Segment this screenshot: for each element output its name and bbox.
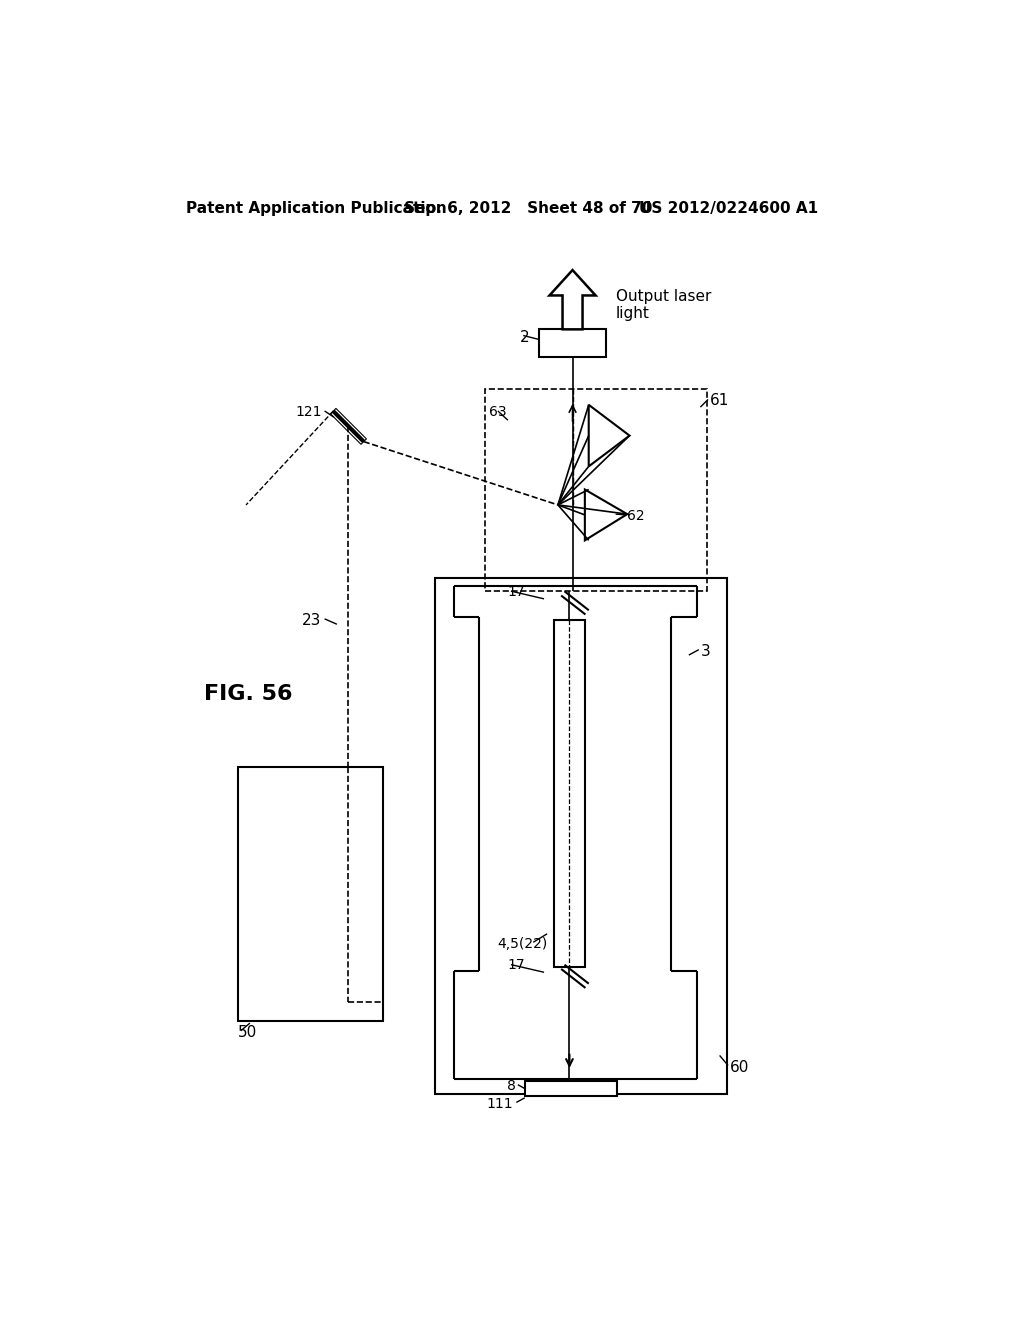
Text: 8: 8 — [507, 1080, 515, 1093]
Bar — [539, 330, 606, 358]
Text: Sep. 6, 2012   Sheet 48 of 70: Sep. 6, 2012 Sheet 48 of 70 — [403, 201, 652, 216]
Text: US 2012/0224600 A1: US 2012/0224600 A1 — [639, 201, 818, 216]
Text: 17: 17 — [508, 585, 525, 599]
Bar — [554, 620, 585, 966]
Text: 3: 3 — [700, 644, 710, 659]
Text: 2: 2 — [520, 330, 529, 345]
Text: 50: 50 — [239, 1024, 258, 1040]
Text: 4,5(22): 4,5(22) — [497, 937, 548, 950]
Text: Patent Application Publication: Patent Application Publication — [186, 201, 446, 216]
Text: Output laser
light: Output laser light — [615, 289, 711, 321]
Bar — [435, 578, 727, 1094]
Bar — [484, 389, 707, 591]
Text: FIG. 56: FIG. 56 — [204, 684, 292, 704]
Text: 63: 63 — [489, 405, 507, 420]
Text: 23: 23 — [302, 612, 322, 628]
Bar — [239, 767, 383, 1020]
Text: 17: 17 — [508, 958, 525, 973]
Text: 121: 121 — [295, 405, 322, 420]
Text: 62: 62 — [628, 510, 645, 524]
Polygon shape — [550, 271, 596, 330]
Text: 111: 111 — [486, 1097, 513, 1111]
Text: 61: 61 — [710, 393, 729, 408]
Text: 60: 60 — [730, 1060, 749, 1074]
Bar — [524, 1081, 617, 1096]
